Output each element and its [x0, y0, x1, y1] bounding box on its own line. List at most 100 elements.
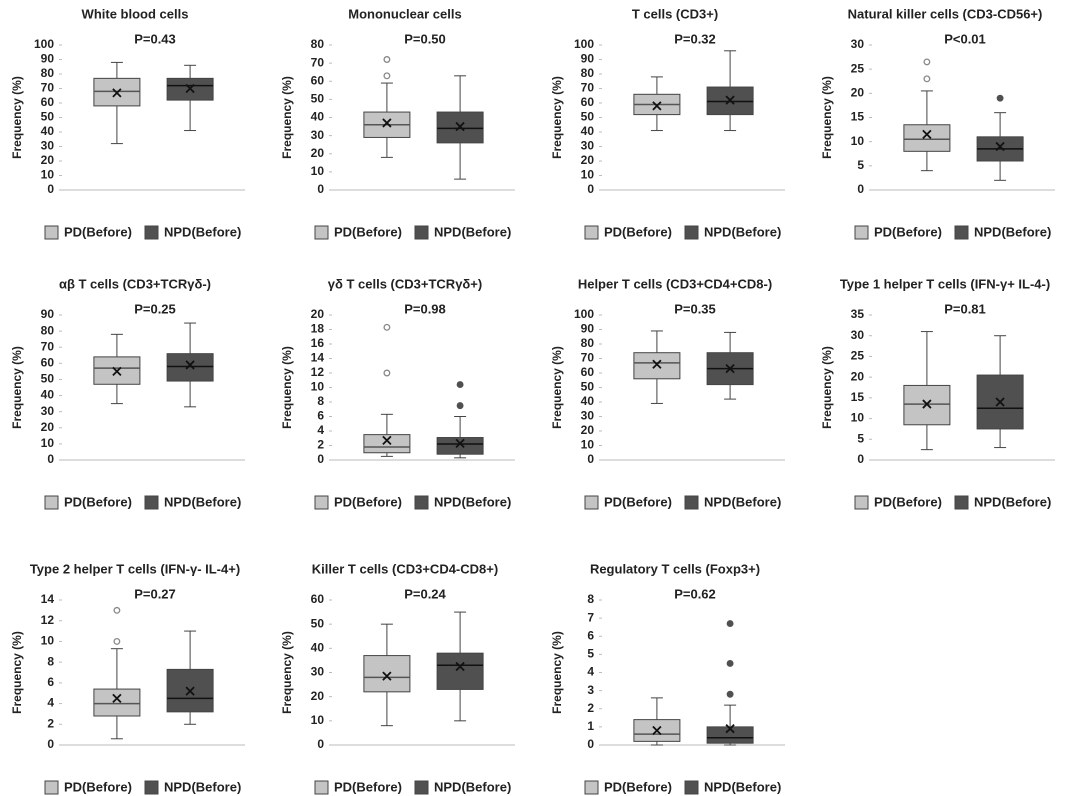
legend-swatch [44, 225, 59, 240]
legend-label: NPD(Before) [704, 779, 781, 794]
panel: T cells (CD3+) P=0.32 Frequency (%) 0102030… [550, 6, 785, 240]
outlier [923, 58, 931, 66]
y-tick-label: 100 [34, 37, 54, 51]
y-tick-label: 10 [581, 168, 595, 182]
y-axis-label: Frequency (%) [280, 631, 294, 714]
y-tick-label: 10 [311, 713, 325, 727]
mean-marker [455, 661, 465, 672]
legend-label: NPD(Before) [164, 224, 241, 239]
y-axis-label: Frequency (%) [280, 346, 294, 429]
mean-marker [922, 129, 932, 140]
y-tick-label: 20 [851, 369, 865, 383]
panel: Helper T cells (CD3+CD4+CD8-) P=0.35 Frequ… [550, 276, 785, 510]
outlier [726, 690, 734, 698]
legend-label: NPD(Before) [434, 224, 511, 239]
mean-marker [995, 141, 1005, 152]
y-tick-label: 12 [41, 613, 55, 627]
outlier [996, 94, 1004, 102]
y-tick-label: 25 [851, 61, 865, 75]
chart-title: Type 1 helper T cells (IFN-γ+ IL-4-) [840, 276, 1050, 291]
legend-label: PD(Before) [64, 494, 132, 509]
chart-title: αβ T cells (CD3+TCRγδ-) [59, 276, 211, 291]
y-tick-label: 70 [41, 339, 55, 353]
y-tick-label: 70 [581, 81, 595, 95]
panel: αβ T cells (CD3+TCRγδ-) P=0.25 Frequency (… [10, 276, 245, 510]
legend-label: NPD(Before) [164, 779, 241, 794]
outlier [383, 323, 391, 331]
y-tick-label: 0 [857, 452, 864, 466]
y-axis-label: Frequency (%) [10, 346, 24, 429]
legend-label: PD(Before) [874, 224, 942, 239]
chart-title: Mononuclear cells [348, 6, 461, 21]
y-tick-label: 1 [587, 719, 594, 733]
legend-label: NPD(Before) [974, 494, 1051, 509]
y-tick-label: 4 [317, 423, 324, 437]
y-tick-label: 50 [41, 110, 55, 124]
y-tick-label: 6 [317, 409, 324, 423]
legend-swatch [954, 225, 969, 240]
legend-label: NPD(Before) [704, 224, 781, 239]
y-tick-label: 5 [587, 647, 594, 661]
mean-marker [455, 121, 465, 132]
mean-marker [922, 399, 932, 409]
mean-marker [185, 83, 195, 94]
y-tick-label: 6 [47, 675, 54, 689]
y-tick-label: 0 [857, 182, 864, 196]
y-tick-label: 2 [317, 438, 324, 452]
y-tick-label: 20 [311, 307, 325, 321]
mean-marker [112, 88, 122, 98]
y-tick-label: 10 [41, 168, 55, 182]
y-tick-label: 40 [41, 124, 55, 138]
panel: γδ T cells (CD3+TCRγδ+) P=0.98 Frequency (… [280, 276, 515, 510]
y-tick-label: 30 [311, 665, 325, 679]
y-tick-label: 10 [581, 438, 595, 452]
y-tick-label: 60 [311, 592, 325, 606]
y-tick-label: 90 [581, 52, 595, 66]
legend-label: NPD(Before) [164, 494, 241, 509]
y-tick-label: 2 [587, 701, 594, 715]
box [436, 652, 484, 690]
y-tick-label: 16 [311, 336, 325, 350]
y-tick-label: 20 [581, 423, 595, 437]
y-tick-label: 50 [41, 372, 55, 386]
box [166, 353, 214, 382]
y-axis-label: Frequency (%) [550, 76, 564, 159]
legend-swatch [314, 225, 329, 240]
legend-swatch [44, 780, 59, 795]
y-tick-label: 70 [41, 81, 55, 95]
chart-title: γδ T cells (CD3+TCRγδ+) [328, 276, 482, 291]
y-tick-label: 20 [851, 86, 865, 100]
y-tick-label: 10 [851, 134, 865, 148]
y-tick-label: 50 [581, 380, 595, 394]
panel: Type 2 helper T cells (IFN-γ- IL-4+) P=0.… [10, 561, 245, 795]
y-tick-label: 80 [581, 336, 595, 350]
y-tick-label: 50 [311, 92, 325, 106]
y-tick-label: 0 [587, 737, 594, 751]
chart-title: Killer T cells (CD3+CD4-CD8+) [312, 561, 498, 576]
y-tick-label: 12 [311, 365, 325, 379]
p-value: P=0.50 [404, 31, 446, 46]
p-value: P=0.24 [404, 586, 446, 601]
outlier [113, 606, 121, 614]
box [706, 726, 754, 744]
y-tick-label: 70 [581, 351, 595, 365]
legend-label: NPD(Before) [434, 779, 511, 794]
box [363, 655, 411, 693]
legend-label: PD(Before) [334, 494, 402, 509]
legend-swatch [684, 780, 699, 795]
y-tick-label: 90 [41, 307, 55, 321]
legend-swatch [854, 225, 869, 240]
mean-marker [382, 671, 392, 681]
y-axis-label: Frequency (%) [550, 346, 564, 429]
box [363, 434, 411, 454]
box [633, 352, 681, 380]
y-tick-label: 0 [317, 452, 324, 466]
y-tick-label: 30 [851, 37, 865, 51]
box [436, 437, 484, 455]
p-value: P=0.43 [134, 31, 176, 46]
outlier [456, 402, 464, 410]
y-tick-label: 100 [574, 37, 594, 51]
y-axis-label: Frequency (%) [10, 631, 24, 714]
p-value: P=0.27 [134, 586, 176, 601]
